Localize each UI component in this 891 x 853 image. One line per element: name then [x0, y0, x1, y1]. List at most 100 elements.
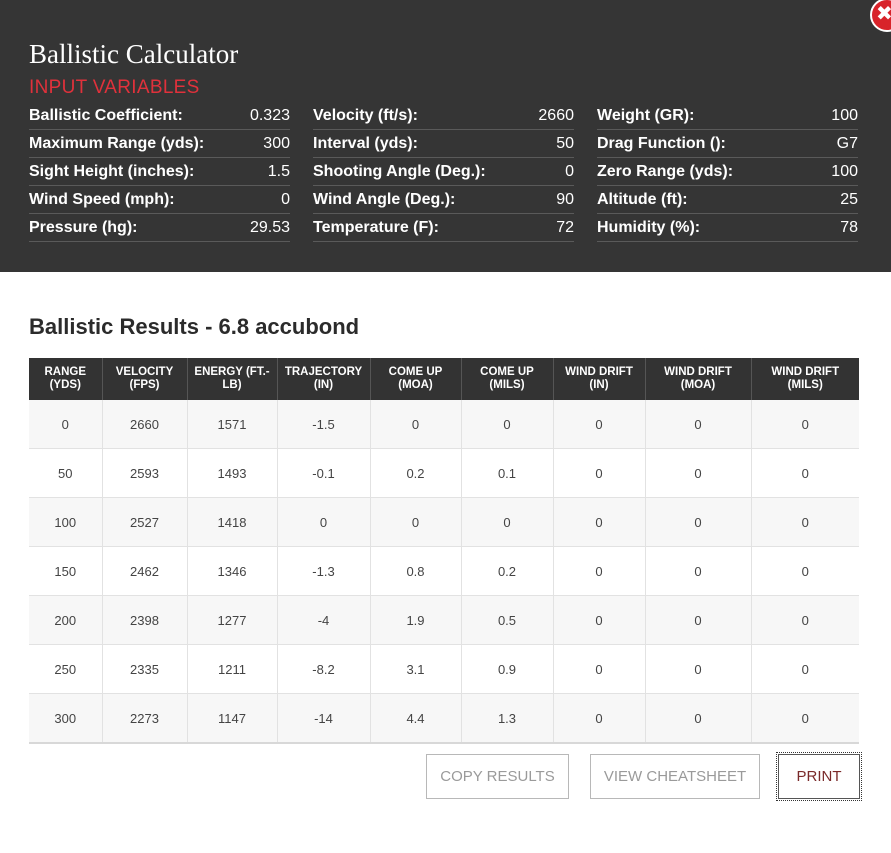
input-row: Altitude (ft): 25: [597, 187, 858, 214]
table-cell: 0: [29, 400, 103, 449]
table-cell: 0: [645, 546, 752, 596]
calculator-header: ✖ Ballistic Calculator INPUT VARIABLES B…: [0, 0, 891, 272]
table-cell: 0: [751, 595, 859, 645]
table-cell: 4.4: [370, 693, 462, 744]
input-value: 100: [831, 107, 858, 124]
table-cell: 0: [277, 497, 371, 547]
table-cell: 0: [751, 400, 859, 449]
table-header-row: RANGE (YDS) VELOCITY (FPS) ENERGY (FT.-LB)…: [29, 358, 859, 400]
table-cell: 1277: [187, 595, 278, 645]
input-variables-grid: Ballistic Coefficient: 0.323 Velocity (ft/…: [29, 103, 859, 243]
input-value: 100: [831, 163, 858, 180]
input-label: Maximum Range (yds):: [29, 135, 205, 152]
table-row: 300 2273 1147 -14 4.4 1.3 0 0 0: [29, 693, 859, 744]
table-cell: 0: [645, 448, 752, 498]
print-button[interactable]: PRINT: [776, 752, 862, 801]
table-cell: 0: [751, 546, 859, 596]
input-label: Sight Height (inches):: [29, 163, 195, 180]
view-cheatsheet-button[interactable]: VIEW CHEATSHEET: [590, 754, 760, 799]
table-cell: -1.5: [277, 400, 371, 449]
input-label: Drag Function ():: [597, 135, 726, 152]
input-label: Zero Range (yds):: [597, 163, 734, 180]
table-cell: 3.1: [370, 644, 462, 694]
column-header: COME UP (MOA): [370, 358, 462, 400]
input-row: Humidity (%): 78: [597, 215, 858, 242]
ballistic-results-table: RANGE (YDS) VELOCITY (FPS) ENERGY (FT.-LB)…: [29, 358, 859, 744]
table-cell: 2462: [102, 546, 188, 596]
table-cell: 50: [29, 448, 103, 498]
column-header: TRAJECTORY (IN): [277, 358, 371, 400]
table-cell: 1.3: [461, 693, 554, 744]
column-header: WIND DRIFT (MOA): [645, 358, 752, 400]
input-row: Wind Angle (Deg.): 90: [313, 187, 574, 214]
close-icon: ✖: [876, 1, 891, 25]
input-row: Shooting Angle (Deg.): 0: [313, 159, 574, 186]
input-value: 90: [556, 191, 574, 208]
table-cell: 0: [553, 546, 646, 596]
input-row: Maximum Range (yds): 300: [29, 131, 290, 158]
input-label: Interval (yds):: [313, 135, 418, 152]
table-cell: 2335: [102, 644, 188, 694]
input-row: Ballistic Coefficient: 0.323: [29, 103, 290, 130]
table-row: 150 2462 1346 -1.3 0.8 0.2 0 0 0: [29, 546, 859, 596]
input-variables-heading: INPUT VARIABLES: [29, 77, 200, 98]
table-cell: 0: [645, 693, 752, 744]
table-cell: 0: [645, 595, 752, 645]
table-cell: 0: [553, 693, 646, 744]
table-cell: 0: [461, 497, 554, 547]
input-value: 2660: [538, 107, 574, 124]
input-label: Ballistic Coefficient:: [29, 107, 183, 124]
input-row: Pressure (hg): 29.53: [29, 215, 290, 242]
input-row: Weight (GR): 100: [597, 103, 858, 130]
table-cell: 250: [29, 644, 103, 694]
table-cell: 1346: [187, 546, 278, 596]
column-header: COME UP (MILS): [461, 358, 554, 400]
copy-results-button[interactable]: COPY RESULTS: [426, 754, 569, 799]
table-cell: 1.9: [370, 595, 462, 645]
column-header: WIND DRIFT (MILS): [751, 358, 859, 400]
input-row: Interval (yds): 50: [313, 131, 574, 158]
table-cell: 300: [29, 693, 103, 744]
table-cell: 0: [751, 448, 859, 498]
table-cell: -4: [277, 595, 371, 645]
table-cell: 1147: [187, 693, 278, 744]
table-row: 50 2593 1493 -0.1 0.2 0.1 0 0 0: [29, 448, 859, 498]
table-cell: 200: [29, 595, 103, 645]
results-title: Ballistic Results - 6.8 accubond: [29, 314, 360, 339]
input-label: Shooting Angle (Deg.):: [313, 163, 486, 180]
input-value: 0: [281, 191, 290, 208]
table-cell: 2660: [102, 400, 188, 449]
input-row: Drag Function (): G7: [597, 131, 858, 158]
table-cell: 0: [553, 644, 646, 694]
table-row: 0 2660 1571 -1.5 0 0 0 0 0: [29, 400, 859, 449]
input-row: Zero Range (yds): 100: [597, 159, 858, 186]
column-header: VELOCITY (FPS): [102, 358, 188, 400]
table-cell: 0: [751, 644, 859, 694]
input-row: Velocity (ft/s): 2660: [313, 103, 574, 130]
table-cell: 0: [751, 693, 859, 744]
input-label: Weight (GR):: [597, 107, 695, 124]
table-cell: 0: [461, 400, 554, 449]
table-cell: 0.9: [461, 644, 554, 694]
input-value: 72: [556, 219, 574, 236]
table-cell: 0: [553, 400, 646, 449]
input-label: Temperature (F):: [313, 219, 439, 236]
table-cell: 0: [553, 497, 646, 547]
column-header: WIND DRIFT (IN): [553, 358, 646, 400]
input-value: 1.5: [267, 163, 290, 180]
input-label: Altitude (ft):: [597, 191, 688, 208]
input-value: 300: [263, 135, 290, 152]
table-cell: -0.1: [277, 448, 371, 498]
table-cell: -1.3: [277, 546, 371, 596]
table-cell: 150: [29, 546, 103, 596]
table-cell: 0.2: [370, 448, 462, 498]
table-cell: 0: [553, 448, 646, 498]
table-cell: 0.8: [370, 546, 462, 596]
input-label: Wind Speed (mph):: [29, 191, 175, 208]
table-cell: 1493: [187, 448, 278, 498]
close-button[interactable]: ✖: [870, 0, 891, 32]
table-cell: 0: [751, 497, 859, 547]
table-cell: 0: [370, 400, 462, 449]
table-cell: 0: [553, 595, 646, 645]
table-cell: 2398: [102, 595, 188, 645]
